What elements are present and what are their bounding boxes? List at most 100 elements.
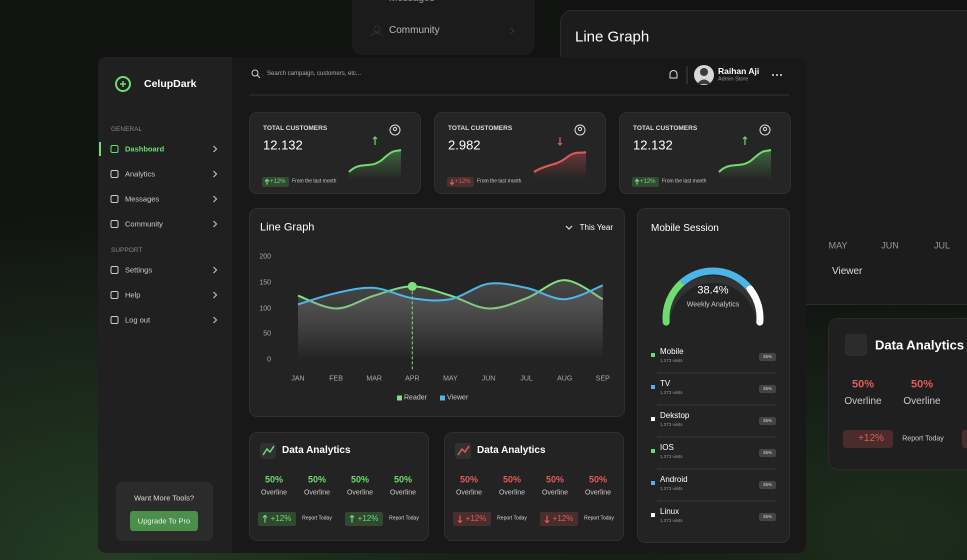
gauge-value: 38.4% <box>697 284 729 297</box>
background-menu-item: Messages <box>389 0 435 4</box>
menu-icon <box>110 145 119 153</box>
device-visits: 1,273 visits <box>660 421 683 427</box>
metric-label: Overline <box>303 489 331 497</box>
gauge-arc <box>662 278 687 326</box>
arrow-head <box>457 520 463 524</box>
arrow-head <box>372 136 378 140</box>
menu-item[interactable]: Messages <box>125 194 160 204</box>
device-share: 35% <box>762 417 773 423</box>
user-icon <box>577 126 583 132</box>
stat-label: TOTAL CUSTOMERS <box>633 124 698 132</box>
metric-value: 50% <box>350 474 370 485</box>
background-legend: Viewer <box>832 266 863 277</box>
user-name: Raihan Aji <box>718 65 760 76</box>
x-tick-label: MAR <box>366 375 382 383</box>
change-note: From the last month <box>292 178 337 185</box>
badge-note: Report Today <box>389 515 419 522</box>
badge-note: Report Today <box>497 515 527 522</box>
y-tick-label: 200 <box>259 253 271 261</box>
change-badge <box>262 177 289 187</box>
search-icon <box>251 69 259 77</box>
arrow-head <box>449 182 455 186</box>
menu-item[interactable]: Settings <box>125 265 153 275</box>
y-tick-label: 150 <box>259 279 271 287</box>
sparkline-area <box>349 150 401 180</box>
device-visits: 1,273 visits <box>660 453 683 459</box>
series-area <box>298 283 603 360</box>
background-metric-value: 50% <box>910 378 934 391</box>
device-name: TV <box>660 379 671 388</box>
device-dot <box>651 353 655 357</box>
gauge-label: Weekly Analytics <box>686 301 740 309</box>
legend-label: Viewer <box>447 394 469 402</box>
period-select[interactable]: This Year <box>579 223 613 232</box>
change-value: +12% <box>270 179 286 185</box>
device-dot <box>651 481 655 485</box>
legend-label: Reader <box>404 394 427 402</box>
menu-dots <box>772 74 774 76</box>
change-badge <box>632 177 659 187</box>
x-tick-label: APR <box>405 375 420 383</box>
sparkline-area <box>534 152 586 180</box>
menu-item[interactable]: Help <box>125 290 141 300</box>
device-dot <box>651 417 655 421</box>
chevron <box>213 195 218 203</box>
menu-item[interactable]: Log out <box>125 315 151 325</box>
arrow-head <box>349 514 355 518</box>
device-name: IOS <box>660 443 674 452</box>
menu-item[interactable]: Dashboard <box>125 144 165 154</box>
background-chart-title: Line Graph <box>575 28 650 46</box>
change-badge <box>258 512 296 526</box>
arrow-head <box>742 136 748 140</box>
metric-value: 50% <box>588 474 608 485</box>
upgrade-text: Want More Tools? <box>133 493 195 503</box>
x-tick-label: FEB <box>329 375 343 383</box>
menu-item[interactable]: Analytics <box>125 169 156 179</box>
user-icon <box>759 124 771 136</box>
change-value: +12% <box>455 179 471 185</box>
stat-label: TOTAL CUSTOMERS <box>263 124 328 132</box>
metric-label: Overline <box>541 489 569 497</box>
menu-icon <box>110 170 119 178</box>
logo <box>120 81 126 87</box>
arrow-head <box>634 178 640 182</box>
background-metric-value: 50% <box>851 378 875 391</box>
dropdown-chevron <box>565 225 573 230</box>
menu-icon <box>110 291 119 299</box>
x-tick-label: AUG <box>557 375 573 383</box>
search-input[interactable]: Search campaign, customers, etc... <box>267 71 362 77</box>
device-share: 35% <box>762 353 773 359</box>
gauge-arc <box>680 267 753 292</box>
user-icon <box>574 124 586 136</box>
background-menu-item: Community <box>389 25 440 36</box>
change-badge <box>453 512 491 526</box>
device-share: 35% <box>762 449 773 455</box>
menu-item[interactable]: Community <box>125 219 163 229</box>
user-icon <box>389 124 401 136</box>
device-visits: 1,273 visits <box>660 485 683 491</box>
menu-icon <box>110 220 119 228</box>
x-tick-label: JAN <box>291 375 305 383</box>
arrow-head <box>264 178 270 182</box>
sparkline <box>533 151 587 173</box>
menu-dots <box>780 74 782 76</box>
change-note: From the last month <box>662 178 707 185</box>
x-tick-label: JUL <box>520 375 533 383</box>
badge-note: Report Today <box>302 515 332 522</box>
background-month: JUL <box>933 240 951 251</box>
background-menu-panel <box>352 0 535 55</box>
analytics-title: Data Analytics <box>477 445 546 456</box>
change-badge <box>540 512 578 526</box>
upgrade-button[interactable] <box>130 511 198 531</box>
x-tick-label: MAY <box>443 375 458 383</box>
arrow-head <box>557 142 563 146</box>
share-badge <box>759 481 776 489</box>
sparkline-area <box>719 150 771 180</box>
device-share: 35% <box>762 513 773 519</box>
menu-icon <box>110 316 119 324</box>
metric-label: Overline <box>389 489 417 497</box>
badge-value: +12% <box>270 514 292 523</box>
upgrade-button-label[interactable]: Upgrade To Pro <box>137 516 191 526</box>
